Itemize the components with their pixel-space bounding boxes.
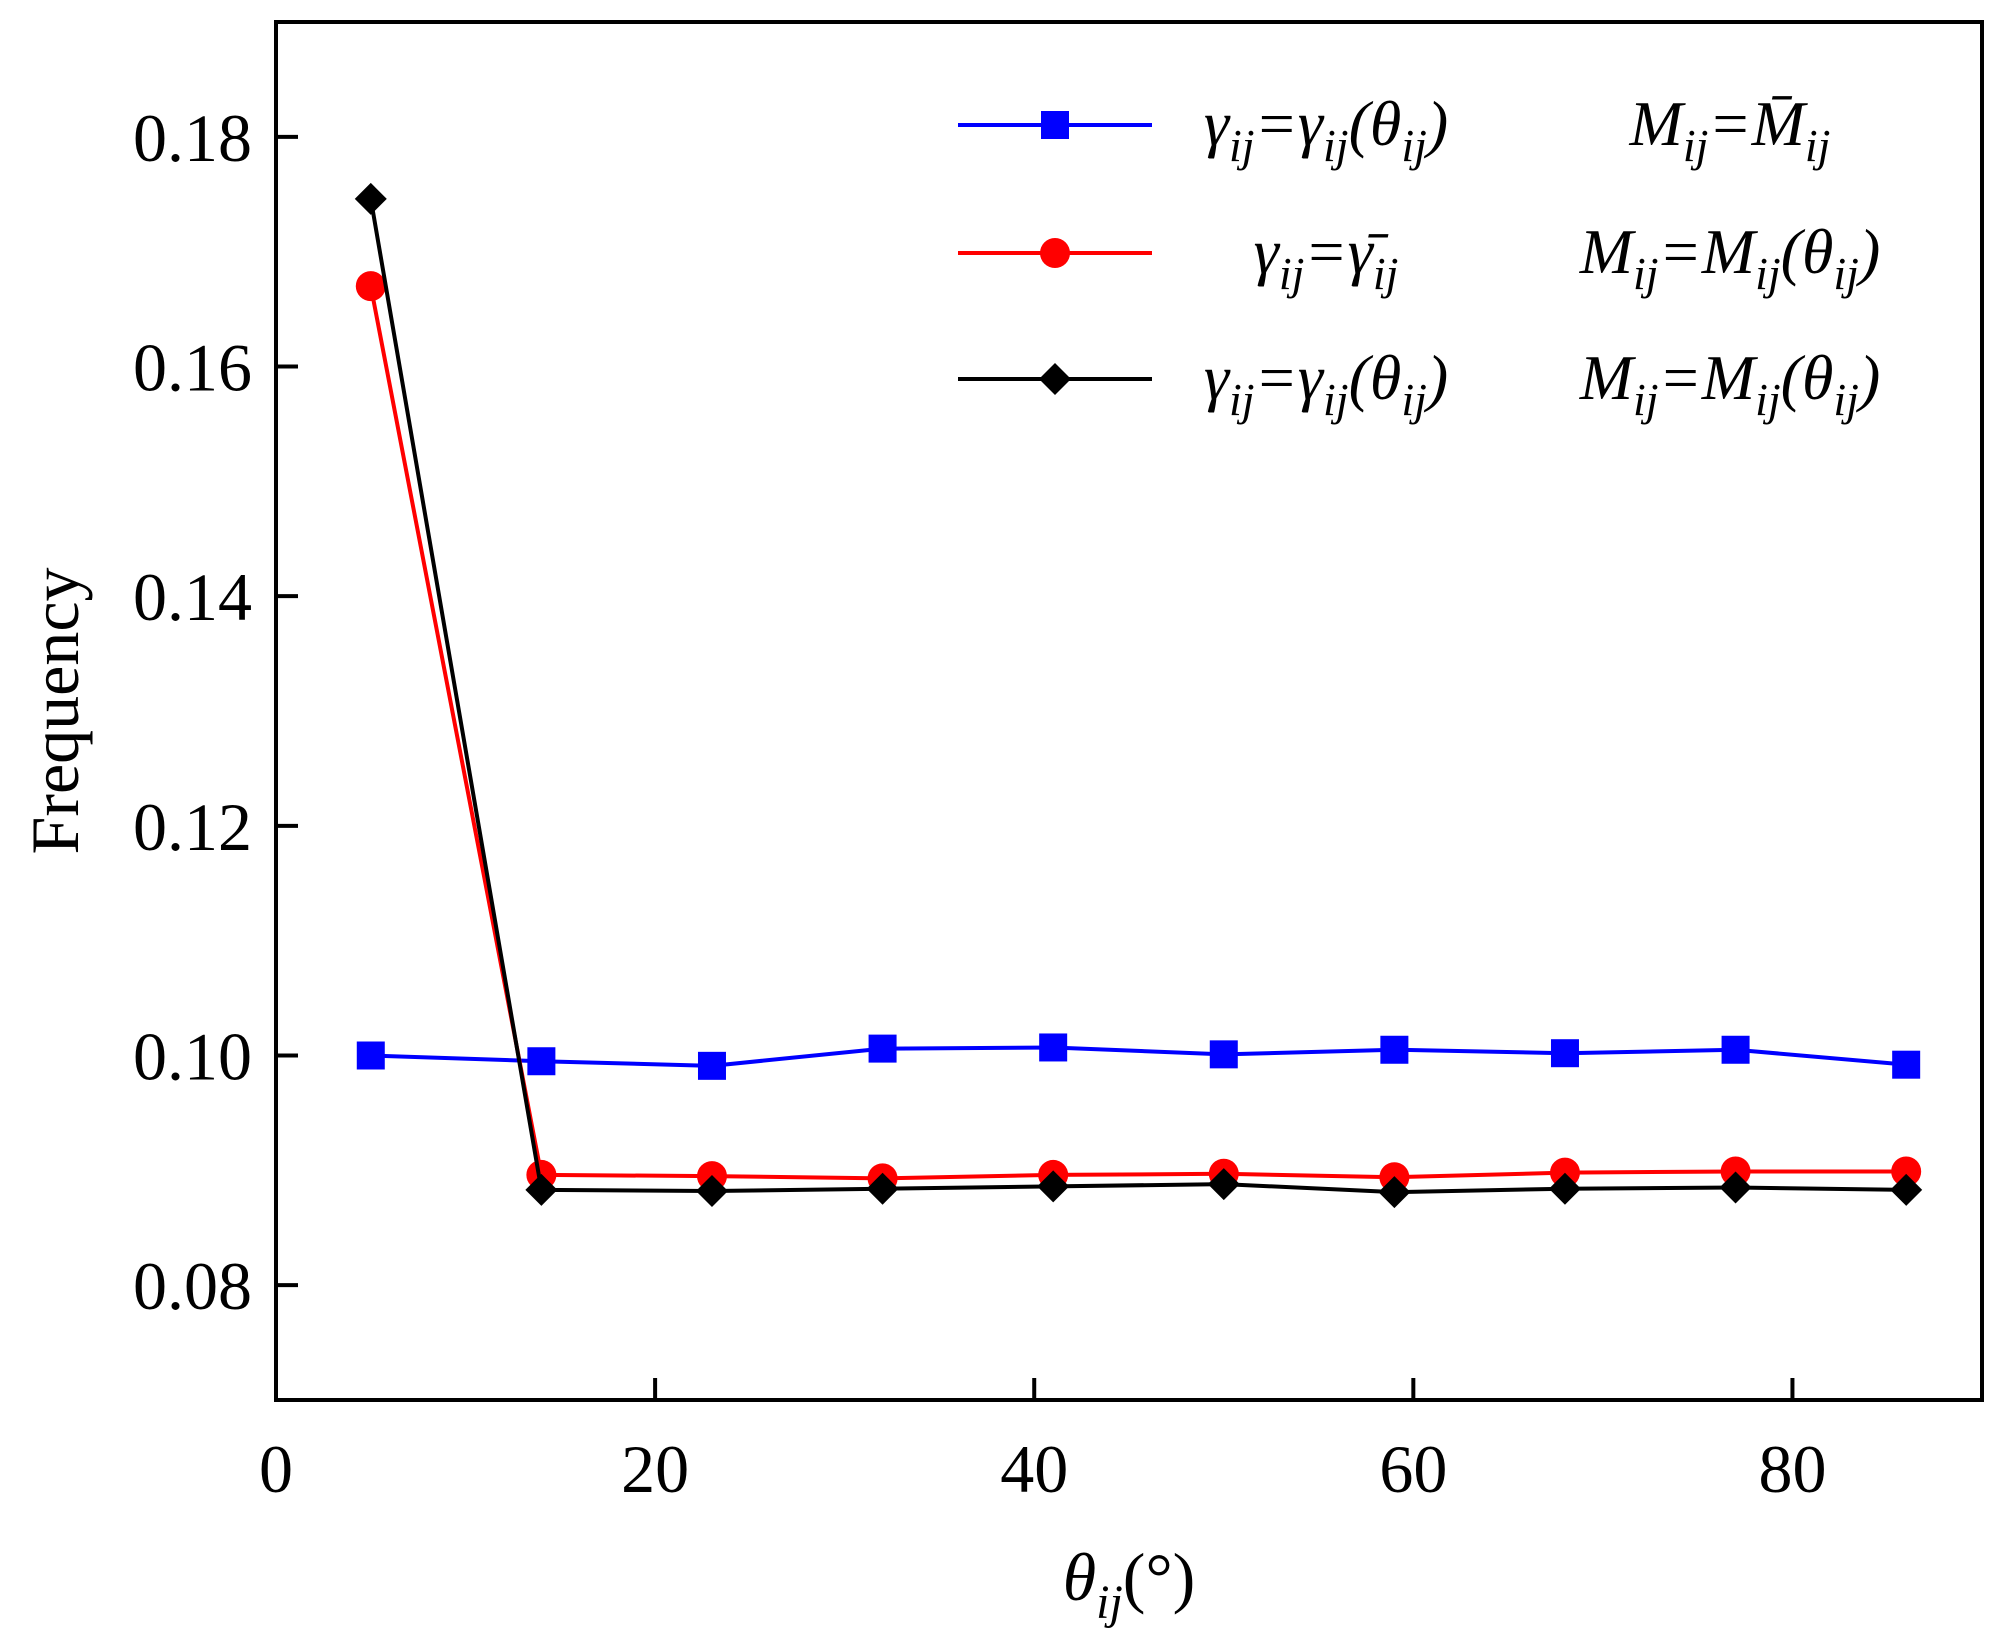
legend-segment: (θ — [1349, 88, 1402, 159]
legend-subscript: ij — [1755, 374, 1781, 425]
legend-subscript: ij — [1633, 374, 1659, 425]
legend-subscript: ij — [1683, 120, 1709, 171]
legend-segment: ) — [1423, 88, 1448, 159]
x-title-symbol: θ — [1063, 1539, 1096, 1615]
x-axis-title: θij(°) — [1063, 1539, 1196, 1629]
y-tick-label: 0.10 — [133, 1019, 252, 1095]
chart-marks — [354, 182, 1923, 1209]
series-3-point — [1719, 1171, 1752, 1204]
legend-segment: γ — [1254, 216, 1281, 287]
legend-item-1: γij=γij(θij) Mij=M̄ij — [958, 88, 1830, 171]
series-3-point — [354, 182, 387, 215]
legend-label-gamma: γij=γij(θij) — [1204, 342, 1448, 425]
legend-label-m: Mij=Mij(θij) — [1579, 342, 1881, 425]
legend-segment: M — [1629, 88, 1687, 159]
legend-subscript: ij — [1229, 374, 1255, 425]
legend-item-3: γij=γij(θij) Mij=Mij(θij) — [958, 342, 1880, 425]
series-1-point — [1892, 1050, 1921, 1079]
legend-segment: ) — [1423, 342, 1448, 413]
legend-segment: =M̄ — [1708, 88, 1808, 159]
y-tick-label: 0.08 — [133, 1248, 252, 1324]
legend-segment: (θ — [1781, 342, 1834, 413]
series-3-point — [1548, 1172, 1581, 1205]
legend-label-m: Mij=Mij(θij) — [1579, 216, 1881, 299]
legend-segment: =M — [1659, 342, 1759, 413]
legend-subscript: ij — [1279, 248, 1305, 299]
plot-frame — [274, 20, 1984, 1402]
legend-marker — [1041, 111, 1069, 139]
legend-subscript: ij — [1323, 120, 1349, 171]
series-3-line — [368, 198, 1907, 1195]
y-axis-title: Frequency — [17, 567, 93, 854]
legend-subscript: ij — [1323, 374, 1349, 425]
legend-subscript: ij — [1229, 120, 1255, 171]
series-1 — [356, 1033, 1921, 1080]
legend-segment: γ — [1204, 342, 1231, 413]
series-3-point — [866, 1172, 899, 1205]
legend-marker — [1040, 238, 1070, 268]
legend-segment: =M — [1659, 216, 1759, 287]
x-tick-label: 20 — [621, 1431, 689, 1507]
series-1-point — [1550, 1039, 1579, 1068]
legend-segment: ) — [1855, 342, 1880, 413]
legend-subscript: ij — [1833, 374, 1859, 425]
series-3 — [354, 182, 1923, 1209]
series-1-point — [1721, 1035, 1750, 1064]
y-tick-label: 0.14 — [133, 559, 252, 635]
legend-subscript: ij — [1755, 248, 1781, 299]
x-tick-label: 80 — [1758, 1431, 1826, 1507]
series-3-point — [695, 1175, 728, 1208]
x-title-unit: (°) — [1123, 1539, 1195, 1615]
series-3-point — [1037, 1170, 1070, 1203]
legend-segment: =γ — [1255, 88, 1325, 159]
legend-subscript: ij — [1401, 120, 1427, 171]
series-2-line — [368, 285, 1907, 1181]
legend-segment: ) — [1855, 216, 1880, 287]
legend-segment: M — [1579, 216, 1637, 287]
series-1-point — [868, 1034, 897, 1063]
x-tick-label: 40 — [1000, 1431, 1068, 1507]
legend-label-gamma: γij=γ̄ij — [1254, 216, 1399, 299]
legend-subscript: ij — [1373, 248, 1399, 299]
legend-subscript: ij — [1805, 120, 1831, 171]
legend-segment: M — [1579, 342, 1637, 413]
series-1-point — [1380, 1035, 1409, 1064]
legend-subscript: ij — [1833, 248, 1859, 299]
series-3-point — [525, 1173, 558, 1206]
series-1-point — [356, 1041, 385, 1070]
series-2-point — [355, 271, 386, 302]
legend-segment: (θ — [1349, 342, 1402, 413]
legend-item-2: γij=γ̄ij Mij=Mij(θij) — [958, 216, 1880, 299]
series-2-point — [1720, 1156, 1751, 1187]
legend-segment: γ — [1204, 88, 1231, 159]
series-2-point — [1549, 1157, 1580, 1188]
legend-segment: =γ — [1255, 342, 1325, 413]
series-3-point — [1378, 1176, 1411, 1209]
series-1-point — [1039, 1033, 1068, 1062]
x-tick-label: 0 — [259, 1431, 293, 1507]
legend-label-gamma: γij=γij(θij) — [1204, 88, 1448, 171]
y-tick-label: 0.16 — [133, 330, 252, 406]
legend-marker — [1039, 363, 1071, 395]
legend-segment: (θ — [1781, 216, 1834, 287]
legend-label-m: Mij=M̄ij — [1629, 88, 1831, 171]
series-1-point — [527, 1047, 556, 1076]
x-tick-label: 60 — [1379, 1431, 1447, 1507]
x-title-subscript: ij — [1096, 1576, 1123, 1629]
legend-subscript: ij — [1401, 374, 1427, 425]
series-2-point — [1891, 1156, 1922, 1187]
axis-ticks: 0 20 40 60 80 0.08 0.10 0.12 0.14 0.16 0.18 — [133, 100, 1826, 1507]
series-1-point — [1209, 1040, 1238, 1069]
series-1-point — [697, 1051, 726, 1080]
series-3-point — [1890, 1173, 1923, 1206]
series-1-line — [370, 1045, 1907, 1068]
y-tick-label: 0.18 — [133, 100, 252, 176]
legend-subscript: ij — [1633, 248, 1659, 299]
series-3-point — [1207, 1168, 1240, 1201]
y-tick-label: 0.12 — [133, 789, 252, 865]
